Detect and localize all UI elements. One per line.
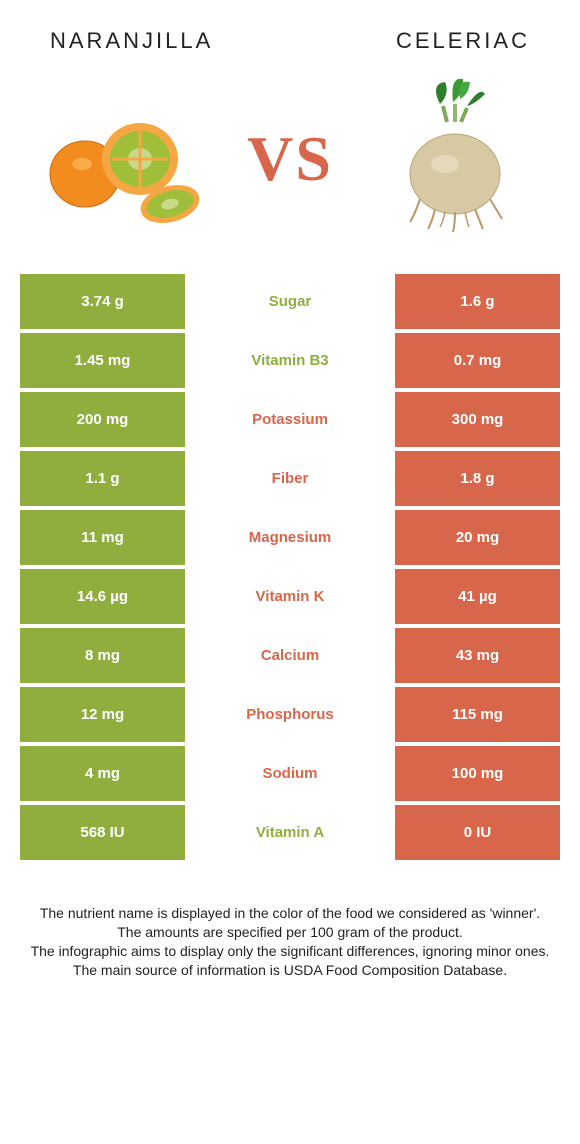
nutrient-label: Calcium [185,628,395,683]
value-right: 0.7 mg [395,333,560,388]
nutrient-row: 3.74 gSugar1.6 g [20,274,560,329]
nutrient-row: 1.1 gFiber1.8 g [20,451,560,506]
footer-notes: The nutrient name is displayed in the co… [0,864,580,980]
nutrient-label: Vitamin B3 [185,333,395,388]
value-left: 12 mg [20,687,185,742]
nutrient-row: 8 mgCalcium43 mg [20,628,560,683]
value-left: 8 mg [20,628,185,683]
nutrient-row: 1.45 mgVitamin B30.7 mg [20,333,560,388]
nutrient-row: 12 mgPhosphorus115 mg [20,687,560,742]
value-right: 300 mg [395,392,560,447]
value-right: 0 IU [395,805,560,860]
nutrient-label: Sodium [185,746,395,801]
footer-line-2: The amounts are specified per 100 gram o… [30,923,550,942]
vs-label: VS [247,122,333,196]
celeriac-image [370,74,540,244]
value-right: 115 mg [395,687,560,742]
value-right: 20 mg [395,510,560,565]
value-right: 100 mg [395,746,560,801]
nutrient-row: 568 IUVitamin A0 IU [20,805,560,860]
value-left: 200 mg [20,392,185,447]
nutrient-label: Sugar [185,274,395,329]
footer-line-3: The infographic aims to display only the… [30,942,550,961]
nutrient-label: Vitamin K [185,569,395,624]
nutrient-table: 3.74 gSugar1.6 g1.45 mgVitamin B30.7 mg2… [0,274,580,860]
nutrient-row: 11 mgMagnesium20 mg [20,510,560,565]
naranjilla-image [40,74,210,244]
nutrient-label: Potassium [185,392,395,447]
value-right: 41 µg [395,569,560,624]
hero: VS [0,64,580,274]
nutrient-label: Phosphorus [185,687,395,742]
value-left: 568 IU [20,805,185,860]
nutrient-row: 14.6 µgVitamin K41 µg [20,569,560,624]
nutrient-row: 200 mgPotassium300 mg [20,392,560,447]
value-left: 1.45 mg [20,333,185,388]
title-left: NARANJILLA [50,28,213,54]
title-right: CELERIAC [396,28,530,54]
value-left: 11 mg [20,510,185,565]
header: NARANJILLA CELERIAC [0,0,580,64]
value-right: 1.6 g [395,274,560,329]
nutrient-label: Fiber [185,451,395,506]
footer-line-4: The main source of information is USDA F… [30,961,550,980]
footer-line-1: The nutrient name is displayed in the co… [30,904,550,923]
nutrient-label: Vitamin A [185,805,395,860]
value-left: 14.6 µg [20,569,185,624]
value-right: 43 mg [395,628,560,683]
nutrient-label: Magnesium [185,510,395,565]
value-right: 1.8 g [395,451,560,506]
value-left: 3.74 g [20,274,185,329]
value-left: 1.1 g [20,451,185,506]
nutrient-row: 4 mgSodium100 mg [20,746,560,801]
value-left: 4 mg [20,746,185,801]
